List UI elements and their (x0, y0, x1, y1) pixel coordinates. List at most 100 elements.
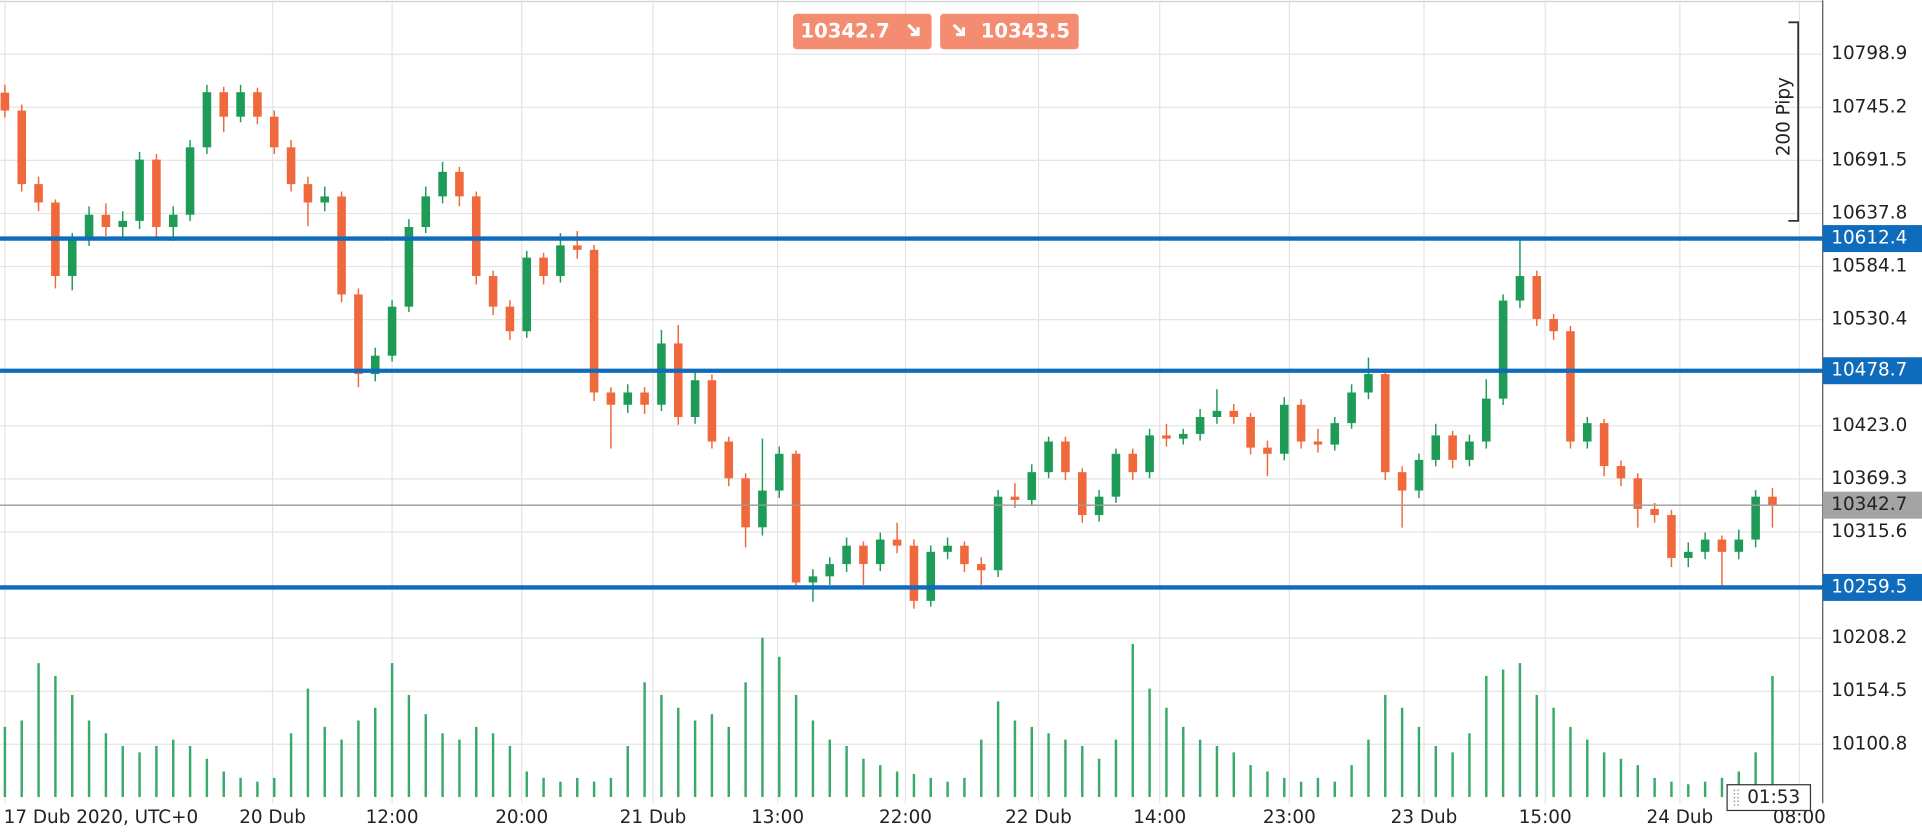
y-tick-label: 10369.3 (1831, 468, 1907, 489)
volume-bar (559, 781, 562, 797)
volume-bar (660, 695, 663, 797)
volume-bar (155, 745, 158, 797)
x-tick-label: 23 Dub (1391, 807, 1458, 828)
volume-bar (1602, 752, 1606, 797)
candle-body (623, 392, 633, 405)
x-tick-label: 20 Dub (239, 807, 306, 828)
volume-bar (1030, 726, 1033, 797)
volume-bar (677, 707, 680, 797)
candle-body (556, 245, 565, 277)
candle-body (960, 545, 969, 565)
volume-bar (1232, 752, 1235, 797)
buy-button[interactable] (940, 13, 1079, 50)
candle-body (1667, 515, 1676, 558)
volume-bar (121, 745, 124, 797)
volume-bar (1619, 758, 1623, 797)
candle-body (488, 276, 498, 307)
candle-body (892, 539, 902, 546)
volume-bar (508, 745, 512, 797)
candle-body (455, 171, 464, 197)
candle-body (1061, 441, 1070, 473)
candle-body (1246, 417, 1255, 448)
volume-bar (1367, 739, 1370, 797)
candle-body (1498, 300, 1508, 399)
candle-body (724, 441, 734, 479)
volume-bar (1501, 669, 1505, 797)
volume-bar (643, 682, 646, 797)
volume-bar (491, 733, 495, 797)
candle-body (1296, 404, 1306, 442)
candle-body (1448, 435, 1457, 460)
volume-bar (374, 707, 377, 797)
sell-button[interactable] (793, 13, 932, 50)
candle-body (101, 214, 111, 228)
ask-price[interactable]: 10343.5 (981, 20, 1070, 43)
candle-body (842, 545, 851, 565)
volume-bar (1636, 765, 1640, 797)
candle-body (269, 116, 279, 148)
x-tick-label: 14:00 (1133, 807, 1186, 828)
volume-bar (912, 774, 916, 797)
candle-body (1263, 447, 1272, 454)
candle-body (1582, 423, 1592, 442)
candle-body (1279, 404, 1289, 454)
y-tick-label: 10798.9 (1831, 43, 1907, 64)
volume-bar (458, 739, 461, 797)
candle-body (1010, 496, 1020, 500)
time-grip (1733, 789, 1739, 806)
volume-bar (239, 777, 242, 797)
volume-bar (37, 663, 40, 797)
candle-body (1027, 472, 1037, 500)
volume-bar (1569, 726, 1572, 797)
volume-bar (1400, 707, 1404, 797)
bid-price[interactable]: 10342.7 (800, 20, 889, 43)
candle-body (1364, 374, 1373, 393)
x-tick-label: 22:00 (879, 807, 932, 828)
candle-body (202, 92, 212, 148)
volume-bar (727, 726, 730, 797)
candle-body (370, 355, 380, 375)
level-label: 10259.5 (1831, 576, 1907, 597)
y-tick-label: 10100.8 (1831, 733, 1907, 754)
x-tick-label: 20:00 (495, 807, 548, 828)
candle-body (1212, 410, 1222, 417)
volume-bar (1182, 726, 1185, 797)
x-tick-label: 22 Dub (1005, 807, 1072, 828)
candle-body (118, 220, 128, 228)
x-tick-label: 12:00 (366, 807, 419, 828)
candle-body (1397, 472, 1407, 491)
volume-bar (1215, 745, 1219, 797)
candle-body (539, 257, 548, 277)
candle-body (1566, 331, 1575, 442)
volume-bar (1468, 733, 1471, 797)
time-label: 01:53 (1747, 787, 1800, 808)
level-label: 10478.7 (1831, 360, 1907, 381)
candle-body (505, 306, 515, 332)
volume-bar (1333, 781, 1337, 797)
candle-body (219, 92, 229, 117)
candle-body (1650, 508, 1659, 516)
x-tick-label: 13:00 (751, 807, 804, 828)
volume-bar (1249, 765, 1252, 797)
y-tick-label: 10691.5 (1831, 149, 1907, 170)
volume-bar (1283, 777, 1286, 797)
candle-body (791, 453, 801, 583)
volume-bar (222, 771, 225, 797)
volume-bar (20, 720, 23, 797)
candle-body (875, 539, 885, 565)
candle-body (673, 343, 683, 417)
candle-body (859, 545, 868, 565)
y-tick-label: 10637.8 (1831, 202, 1907, 223)
volume-bar (1097, 758, 1101, 797)
candle-body (320, 196, 330, 203)
volume-bar (761, 637, 764, 797)
candle-body (67, 239, 77, 277)
candle-body (303, 184, 313, 203)
volume-bar (609, 777, 613, 797)
volume-bar (205, 758, 209, 797)
candle-body (438, 171, 447, 197)
candle-body (690, 380, 700, 417)
volume-bar (138, 752, 141, 797)
